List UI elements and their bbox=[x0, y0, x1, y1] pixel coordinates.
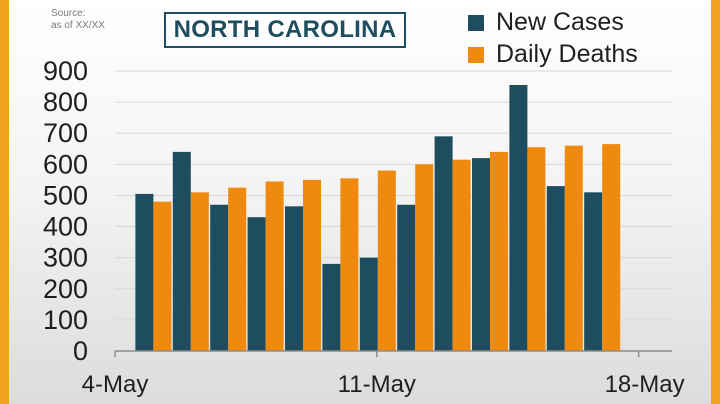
y-tick-label: 900 bbox=[43, 56, 88, 86]
legend-label-new-cases: New Cases bbox=[496, 8, 624, 36]
bar-daily-deaths bbox=[452, 159, 471, 351]
y-tick-label: 400 bbox=[43, 212, 88, 242]
bar-daily-deaths bbox=[228, 187, 247, 351]
bar-new-cases bbox=[546, 186, 565, 351]
legend-new-cases: New Cases bbox=[468, 8, 624, 37]
bar-daily-deaths bbox=[377, 170, 396, 351]
chart-title: NORTH CAROLINA bbox=[164, 12, 406, 48]
bar-daily-deaths bbox=[153, 201, 172, 351]
source-note: Source: as of XX/XX bbox=[51, 8, 105, 32]
bar-daily-deaths bbox=[490, 151, 508, 351]
bar-new-cases bbox=[472, 158, 490, 351]
bar-new-cases bbox=[584, 192, 603, 351]
bar-new-cases bbox=[172, 151, 191, 351]
y-tick-label: 800 bbox=[43, 87, 88, 117]
source-line-2: as of XX/XX bbox=[51, 20, 105, 31]
bar-new-cases bbox=[210, 204, 229, 351]
y-tick-label: 700 bbox=[43, 118, 88, 148]
bar-daily-deaths bbox=[415, 164, 434, 351]
bar-new-cases bbox=[285, 206, 303, 351]
y-tick-label: 600 bbox=[43, 149, 88, 179]
bar-new-cases bbox=[322, 263, 341, 351]
y-tick-label: 0 bbox=[73, 336, 88, 366]
bar-new-cases bbox=[434, 136, 453, 351]
bar-new-cases bbox=[247, 217, 266, 351]
bar-daily-deaths bbox=[303, 179, 321, 351]
y-tick-label: 100 bbox=[43, 305, 88, 335]
bar-new-cases bbox=[359, 257, 378, 351]
legend-swatch-daily-deaths bbox=[468, 46, 484, 63]
x-tick-label: 4-May bbox=[82, 371, 149, 398]
bar-new-cases bbox=[135, 193, 154, 351]
legend-swatch-new-cases bbox=[468, 14, 484, 31]
bar-daily-deaths bbox=[340, 178, 359, 351]
bar-daily-deaths bbox=[265, 181, 284, 351]
bar-new-cases bbox=[509, 85, 528, 351]
bar-daily-deaths bbox=[602, 144, 621, 351]
bar-new-cases bbox=[397, 204, 416, 351]
bar-daily-deaths bbox=[190, 192, 209, 351]
x-tick-label: 18-May bbox=[605, 371, 685, 398]
bar-daily-deaths bbox=[564, 145, 583, 351]
source-line-1: Source: bbox=[51, 8, 86, 19]
y-tick-label: 300 bbox=[43, 243, 88, 273]
legend-daily-deaths: Daily Deaths bbox=[468, 40, 638, 69]
legend-label-daily-deaths: Daily Deaths bbox=[496, 40, 638, 68]
y-tick-label: 500 bbox=[43, 180, 88, 210]
x-tick-label: 11-May bbox=[338, 371, 416, 398]
bar-daily-deaths bbox=[527, 147, 546, 351]
y-tick-label: 200 bbox=[43, 274, 88, 304]
